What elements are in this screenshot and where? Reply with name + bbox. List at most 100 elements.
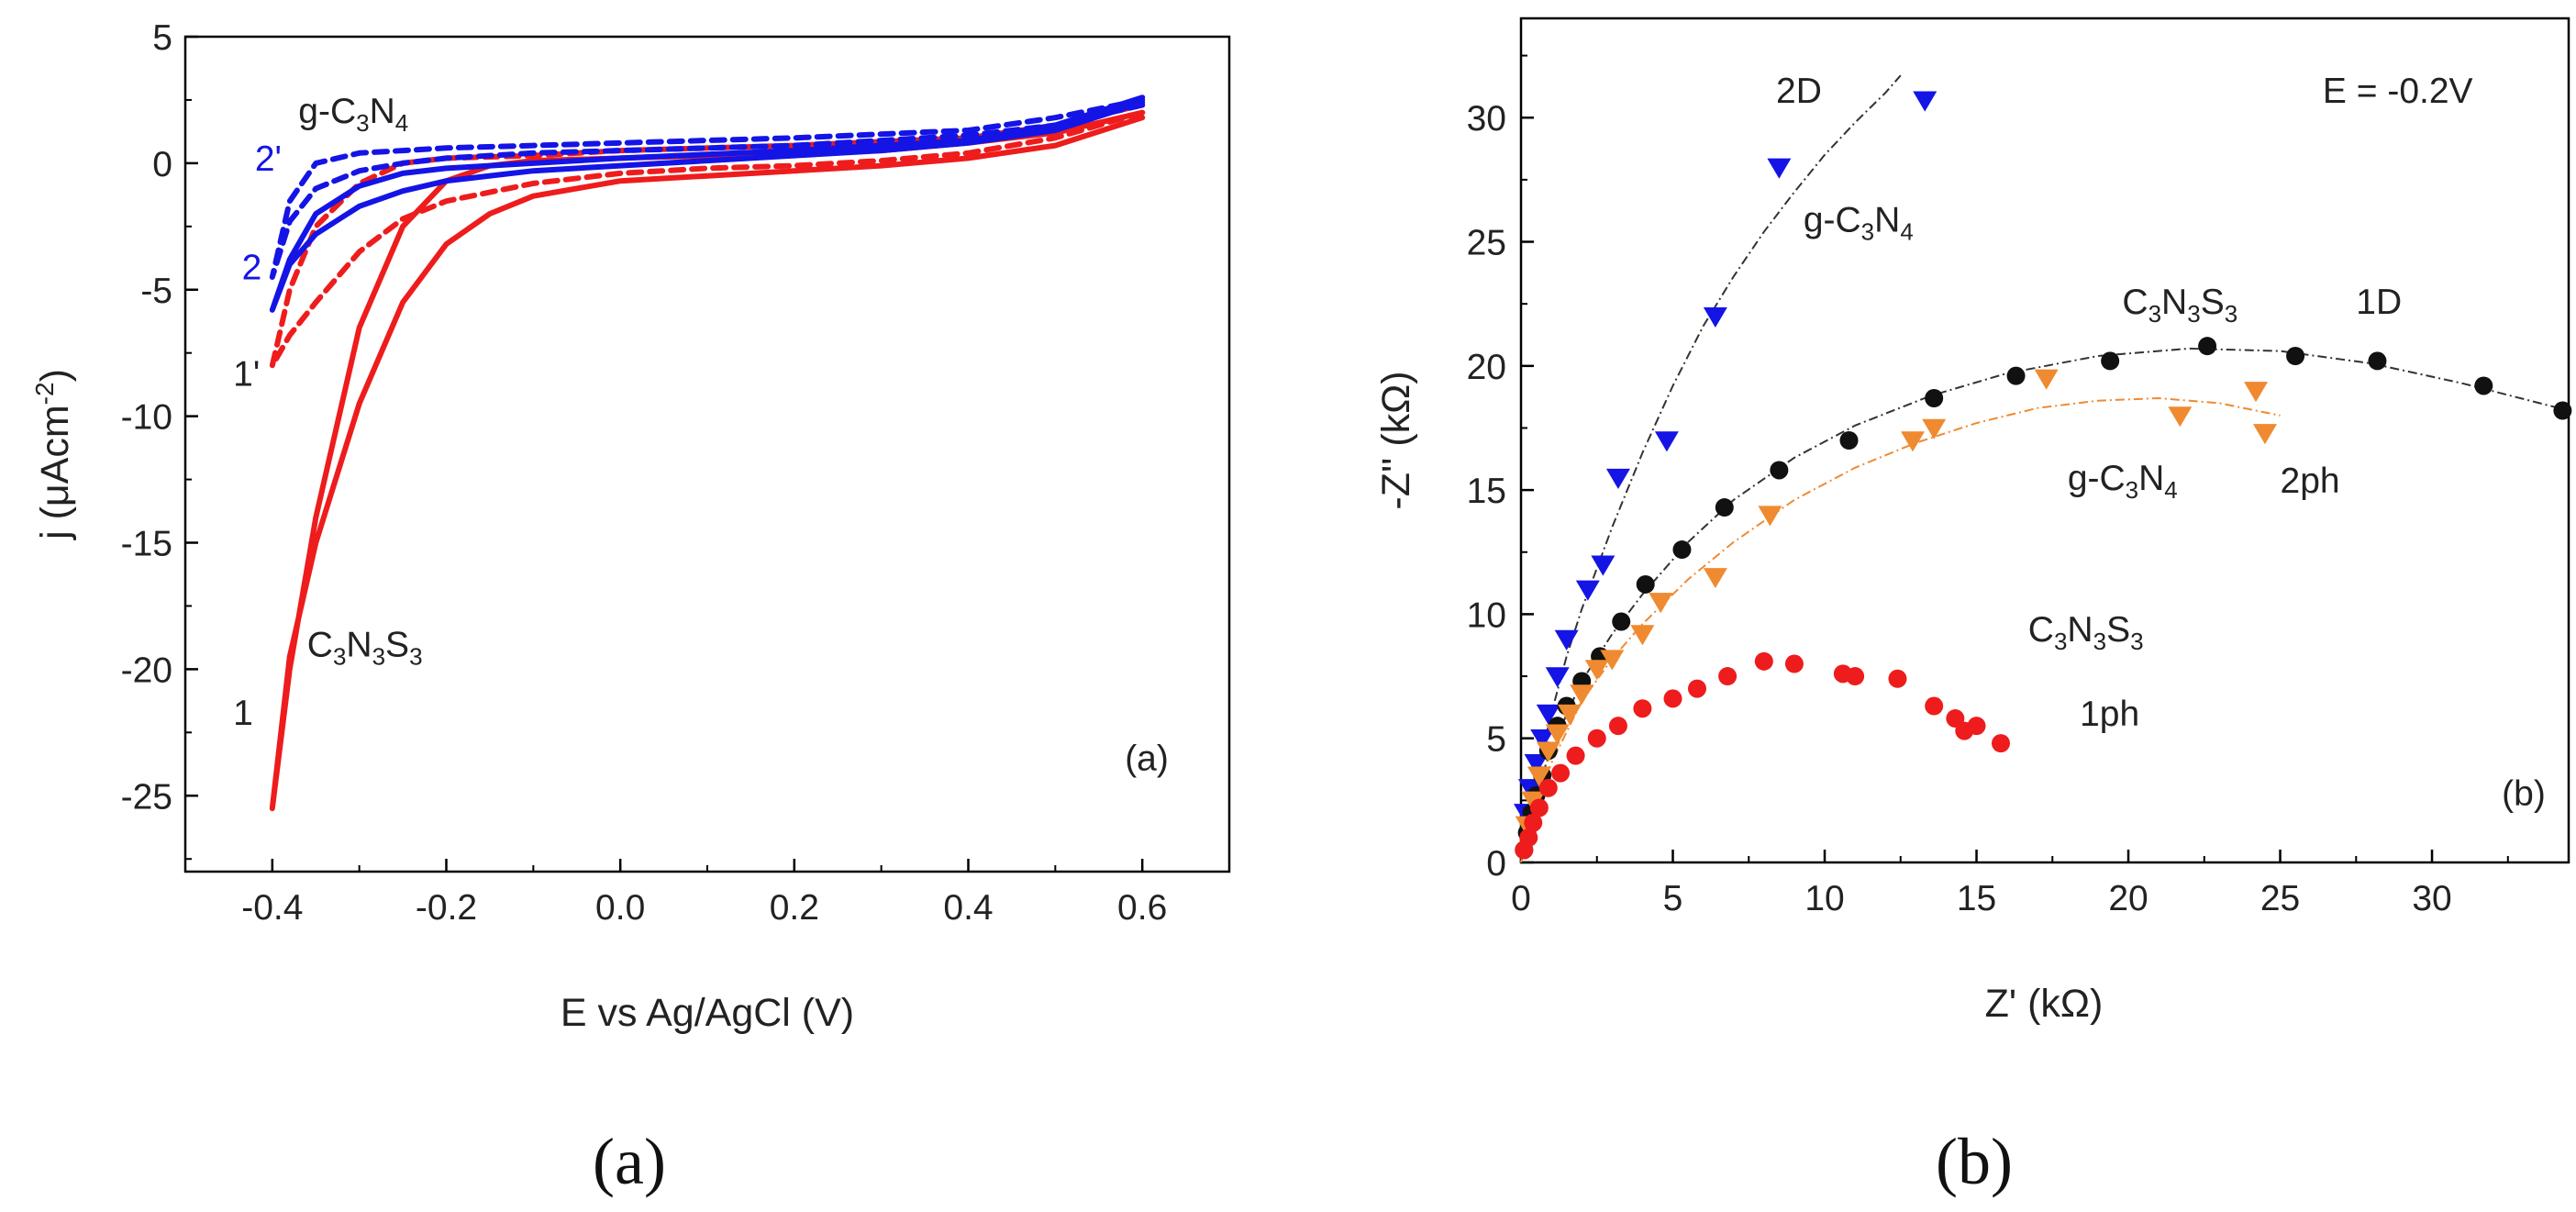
data-point [1767, 158, 1792, 179]
panel-b-ytick-label: 20 [1467, 348, 1506, 387]
panel-b-annotation-1ph: 1ph [2080, 695, 2139, 734]
data-point [2368, 351, 2387, 371]
data-point [1591, 555, 1616, 576]
panel-b-xtick-label: 5 [1663, 879, 1683, 918]
data-point [1846, 667, 1865, 686]
panel-b-ytick-label: 0 [1486, 844, 1506, 884]
data-point [1527, 766, 1551, 787]
data-point [1925, 696, 1944, 716]
data-point [1605, 468, 1630, 489]
data-point [1663, 689, 1682, 708]
data-point [1570, 684, 1594, 706]
panel-a-xtick-label: 0.6 [1117, 888, 1167, 928]
panel-b-annotations: E = -0.2V 2D g-C3N4 C3N3S3 1D g-C3N4 2ph C3N3S3… [1776, 72, 2546, 814]
data-point [1529, 798, 1549, 817]
data-point [2252, 424, 2277, 445]
data-point [1600, 650, 1625, 671]
panel-b-ylabel: -Z'' (kΩ) [1374, 371, 1418, 509]
panel-b-annotation-g-c: g-C3N4 [1804, 201, 1914, 246]
panel-b-fit-lines [1520, 74, 2570, 863]
data-point [1715, 498, 1734, 517]
fit-2ph-fit [1520, 396, 2281, 863]
data-point [1536, 704, 1560, 725]
data-point [1703, 306, 1727, 328]
panel-a-ytick-label: -20 [121, 650, 172, 690]
panel-b-annotation-g-c: g-C3N4 [2068, 459, 2178, 504]
data-point [1536, 741, 1560, 762]
panel-b-annotation-c: C3N3S3 [2122, 283, 2237, 328]
panel-b-xtick-label: 10 [1804, 879, 1844, 918]
panel-a-ylabel: j (μAcm-2) [30, 369, 77, 541]
panel-a-ytick-label: 5 [152, 18, 172, 58]
panel-b-frame [1519, 17, 2570, 864]
data-point [2034, 369, 2059, 390]
caption-b: (b) [1936, 1125, 2013, 1198]
panel-b-xtick-label: 25 [2260, 879, 2300, 918]
panel-a: -0.4 -0.2 0.0 0.2 0.4 0.6 5 0 -5 -10 -15 -20 -25 g-C… [30, 18, 1231, 1035]
panel-a-ytick-label: -25 [121, 777, 172, 817]
data-point [1913, 91, 1938, 112]
panel-a-ytick-label: -5 [140, 272, 172, 311]
data-point [1649, 593, 1673, 614]
data-point [1566, 746, 1585, 765]
panel-b-ticks: 0 5 10 15 20 25 30 0 5 10 15 20 25 30 [1467, 54, 2509, 918]
panel-a-xtick-label: 0.4 [943, 888, 993, 928]
series-1-c3n3s3 [269, 102, 1146, 369]
data-point [2168, 406, 2193, 428]
panel-b-ytick-label: 5 [1486, 720, 1506, 760]
data-point [2286, 347, 2305, 365]
data-point [1545, 724, 1570, 745]
panel-b-annotation-1d: 1D [2356, 283, 2402, 322]
panel-b-xtick-label: 0 [1511, 879, 1531, 918]
series-1ph-c3n3s3 [1515, 651, 2011, 860]
series-2-g-c3n4 [269, 95, 1146, 313]
data-point [1784, 654, 1804, 673]
panel-b-ytick-label: 10 [1467, 595, 1506, 635]
panel-b-annotation-b: (b) [2502, 774, 2546, 814]
data-point [1718, 667, 1738, 686]
data-point [1524, 813, 1543, 832]
data-point [1672, 540, 1692, 560]
fit-2d-fit [1520, 74, 1902, 863]
panel-a-annotation-g-c: g-C3N4 [298, 92, 408, 137]
panel-b-ytick-label: 30 [1467, 99, 1506, 139]
data-point [1703, 568, 1727, 589]
data-point [1654, 431, 1679, 452]
fit-1d-fit [1520, 347, 2570, 863]
data-point [1925, 389, 1944, 407]
panel-a-annotation-1: 1 [233, 694, 253, 733]
data-point [1687, 679, 1706, 698]
panel-b-annotation-c: C3N3S3 [2028, 610, 2144, 655]
panel-a-annotation-a: (a) [1125, 739, 1169, 779]
panel-a-annotations: g-C3N4 2' 2 1' C3N3S3 1 (a) [233, 92, 1169, 779]
panel-b-annotation-2d: 2D [1776, 72, 1822, 111]
panel-b-ytick-label: 25 [1467, 224, 1506, 263]
panel-a-xtick-label: 0.0 [595, 888, 645, 928]
panel-a-ytick-label: 0 [152, 145, 172, 184]
panel-a-annotation-2: 2' [255, 139, 282, 179]
data-point [1587, 728, 1606, 748]
panel-a-xlabel: E vs Ag/AgCl (V) [561, 991, 854, 1035]
series-2-g-c3n4 [269, 96, 1146, 280]
data-point [1992, 734, 2011, 753]
data-point [1575, 580, 1600, 601]
data-point [1530, 728, 1555, 751]
data-point [2474, 376, 2493, 395]
data-point [2244, 382, 2269, 403]
panel-a-annotation-1: 1' [233, 355, 260, 395]
data-point [2198, 337, 2217, 356]
data-point [1754, 651, 1773, 671]
data-point [2006, 366, 2026, 385]
data-point [1633, 699, 1652, 718]
panel-b-xlabel: Z' (kΩ) [1985, 982, 2104, 1026]
panel-a-xtick-label: -0.2 [416, 888, 477, 928]
data-point [1758, 506, 1782, 527]
series-2d-g-c3n4 [1513, 91, 1938, 825]
data-point [1839, 431, 1859, 450]
data-point [1584, 660, 1609, 681]
data-point [1538, 778, 1558, 797]
data-point [1608, 717, 1627, 736]
data-point [1770, 461, 1789, 480]
panel-b-ytick-label: 15 [1467, 472, 1506, 511]
